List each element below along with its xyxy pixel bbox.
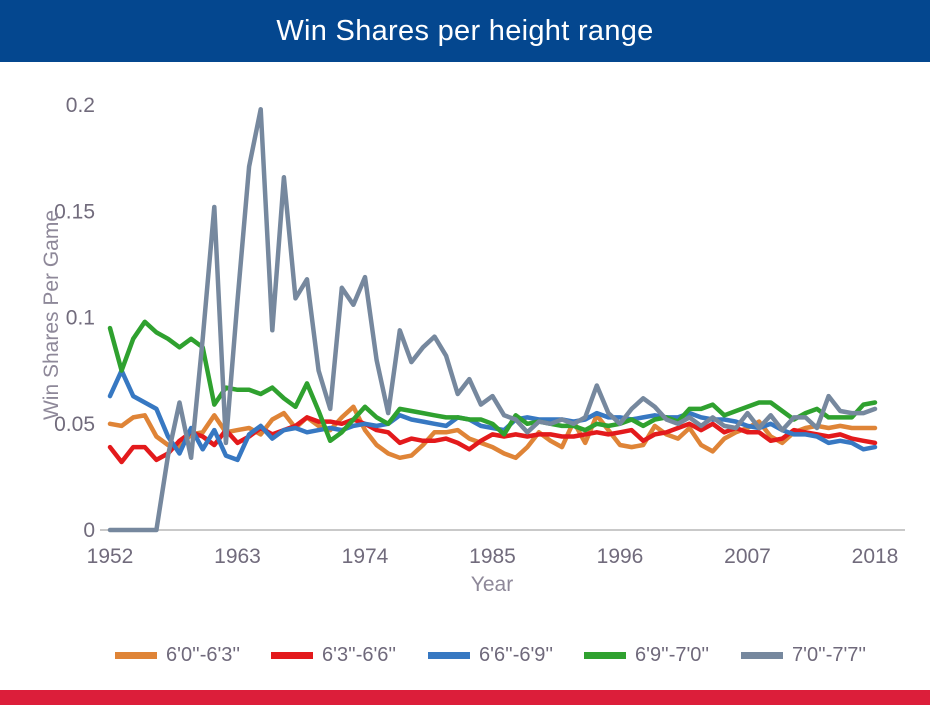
x-tick-label: 1985 [469, 545, 516, 568]
x-tick-label: 2018 [852, 545, 899, 568]
y-tick-label: 0 [83, 519, 95, 542]
x-tick-label: 1996 [597, 545, 644, 568]
x-axis-title: Year [470, 573, 514, 596]
legend: 6'0''-6'3'' 6'3''-6'6'' 6'6''-6'9'' 6'9''-7… [0, 644, 930, 670]
legend-label: 6'9''-7'0'' [635, 643, 710, 666]
x-tick-label: 1952 [87, 545, 134, 568]
legend-line-swatch [428, 651, 470, 659]
y-tick-label: 0.15 [54, 200, 95, 223]
legend-label: 6'3''-6'6'' [322, 643, 397, 666]
y-tick-label: 0.2 [66, 94, 95, 117]
x-tick-label: 2007 [724, 545, 771, 568]
legend-label: 6'6''-6'9'' [479, 643, 554, 666]
legend-line-swatch [271, 651, 313, 659]
legend-line-swatch [115, 651, 157, 659]
series-line-6970[interactable] [107, 319, 878, 444]
y-axis-title: Win Shares Per Game [40, 209, 63, 421]
series-line-7077[interactable] [107, 107, 878, 533]
legend-line-swatch [584, 651, 626, 659]
legend-item-1[interactable]: 6'0''-6'3'' [115, 644, 240, 666]
y-tick-label: 0.05 [54, 413, 95, 436]
page-title: Win Shares per height range [276, 14, 654, 47]
legend-label: 7'0''-7'7'' [792, 643, 867, 666]
series-line-6669[interactable] [107, 368, 878, 463]
x-tick-label: 1963 [214, 545, 261, 568]
legend-item-2[interactable]: 6'3''-6'6'' [271, 644, 396, 666]
legend-item-3[interactable]: 6'6''-6'9'' [428, 644, 553, 666]
x-tick-label: 1974 [342, 545, 389, 568]
legend-item-4[interactable]: 6'9''-7'0'' [584, 644, 709, 666]
legend-label: 6'0''-6'3'' [166, 643, 241, 666]
legend-line-swatch [741, 651, 783, 659]
y-tick-label: 0.1 [66, 307, 95, 330]
legend-item-5[interactable]: 7'0''-7'7'' [741, 644, 866, 666]
footer-stripe [0, 690, 930, 705]
title-bar: Win Shares per height range [0, 0, 930, 62]
series-line-6366[interactable] [107, 415, 878, 465]
